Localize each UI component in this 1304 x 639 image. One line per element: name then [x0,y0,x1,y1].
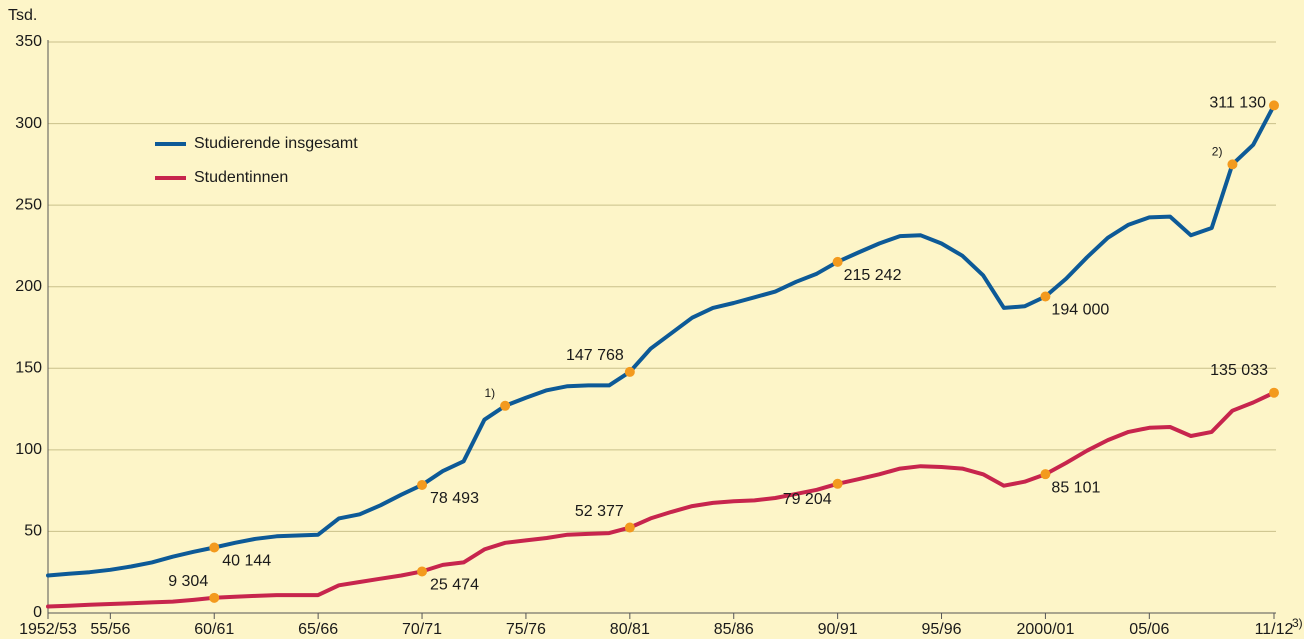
value-label: 78 493 [430,490,479,507]
point-marker [1227,159,1238,170]
value-label: 79 204 [783,491,832,508]
footnote-marker: 1) [484,386,495,400]
x-tick-label: 90/91 [818,621,858,638]
value-label: 9 304 [168,573,208,590]
x-tick-label: 85/86 [714,621,754,638]
point-marker [832,256,843,267]
x-tick-label: 11/12 [1255,621,1294,638]
x-tick-label: 05/06 [1129,621,1169,638]
y-tick-label: 200 [15,278,42,295]
value-label: 52 377 [575,503,624,520]
y-tick-label: 100 [15,441,42,458]
x-tick-label: 60/61 [194,621,234,638]
value-label: 147 768 [566,347,624,364]
point-marker [624,366,635,377]
point-marker [209,592,220,603]
value-label: 311 130 [1209,95,1266,112]
x-tick-note: 3) [1292,616,1303,630]
point-marker [417,479,428,490]
y-tick-label: 150 [15,360,42,377]
series-line [46,103,1276,578]
x-tick-label: 70/71 [402,621,442,638]
y-tick-label: 250 [15,196,42,213]
x-tick-label: 1952/53 [19,621,77,638]
value-label: 135 033 [1210,362,1268,379]
legend-label: Studierende insgesamt [194,135,358,152]
value-label: 194 000 [1051,302,1109,319]
y-tick-label: 50 [24,523,42,540]
point-marker [1269,387,1279,398]
footnote-marker: 2) [1212,145,1223,159]
point-marker [209,542,220,553]
point-marker [500,400,511,411]
point-marker [832,478,843,489]
y-unit-label: Tsd. [8,7,37,24]
point-marker [417,566,428,577]
x-tick-label: 95/96 [922,621,962,638]
x-tick-label: 75/76 [506,621,546,638]
y-tick-label: 0 [33,604,42,621]
point-marker [1040,291,1051,302]
point-marker [1269,100,1279,111]
y-tick-label: 350 [15,33,42,50]
value-label: 215 242 [844,267,902,284]
value-label: 40 144 [222,553,271,570]
value-label: 85 101 [1051,479,1100,496]
x-tick-label: 2000/01 [1017,621,1075,638]
value-label: 25 474 [430,577,479,594]
y-tick-label: 300 [15,115,42,132]
x-tick-label: 65/66 [298,621,338,638]
x-tick-label: 55/56 [90,621,130,638]
legend-label: Studentinnen [194,169,288,186]
point-marker [1040,469,1051,480]
series-line [46,390,1276,609]
x-tick-label: 80/81 [610,621,650,638]
point-marker [624,522,635,533]
